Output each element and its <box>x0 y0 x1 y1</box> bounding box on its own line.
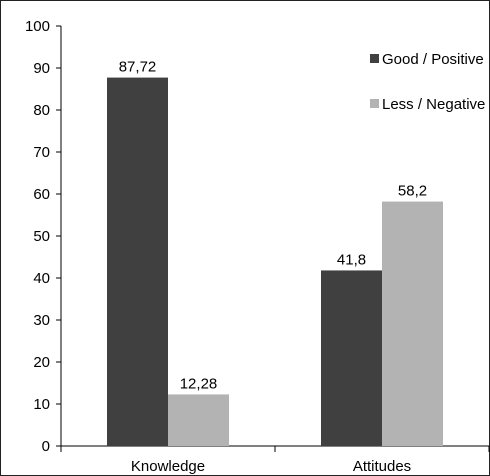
y-tick-label: 20 <box>33 354 50 371</box>
y-tick-label: 30 <box>33 312 50 329</box>
y-tick-label: 10 <box>33 396 50 413</box>
data-label: 58,2 <box>398 183 427 200</box>
bars <box>107 77 443 447</box>
y-tick-label: 0 <box>42 438 50 455</box>
data-label: 87,72 <box>119 59 157 76</box>
bar <box>321 270 382 446</box>
y-tick-label: 70 <box>33 144 50 161</box>
legend-label: Good / Positive <box>382 51 484 68</box>
y-tick-label: 50 <box>33 228 50 245</box>
bar <box>168 394 229 446</box>
y-tick-label: 80 <box>33 102 50 119</box>
legend-swatch <box>370 54 379 63</box>
data-label: 41,8 <box>337 251 366 268</box>
data-labels: 87,72 12,28 41,8 58,2 <box>119 59 427 393</box>
bar <box>382 201 443 446</box>
data-label: 12,28 <box>180 375 218 392</box>
legend-swatch <box>370 99 379 108</box>
legend: Good / Positive Less / Negative <box>370 51 485 113</box>
y-tick-label: 100 <box>25 18 50 35</box>
legend-label: Less / Negative <box>382 96 485 113</box>
x-tick-label: Attitudes <box>353 458 411 475</box>
bar <box>107 77 168 447</box>
y-tick-label: 40 <box>33 270 50 287</box>
y-tick-label: 60 <box>33 186 50 203</box>
x-tick-label: Knowledge <box>131 458 205 475</box>
y-tick-label: 90 <box>33 60 50 77</box>
